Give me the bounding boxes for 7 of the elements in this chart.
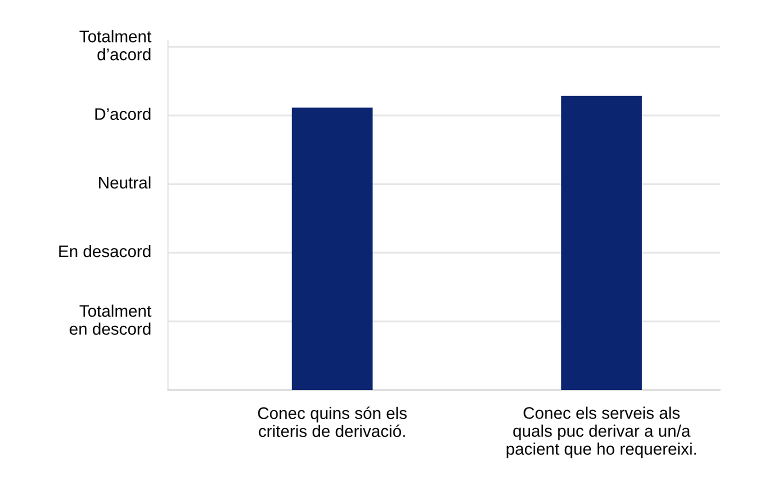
text: En desacord — [59, 244, 150, 258]
x-tick-label: Conec els serveis als quals puc derivar a un/a pacient que ho requereixi. — [506, 406, 696, 458]
x-tick-label: Conec quins són els criteris de derivació. — [258, 406, 407, 438]
text: D’acord — [95, 108, 150, 120]
text: Neutral — [99, 176, 150, 189]
text: Totalment d’acord — [80, 30, 152, 60]
text: Totalment en descord — [70, 304, 152, 335]
